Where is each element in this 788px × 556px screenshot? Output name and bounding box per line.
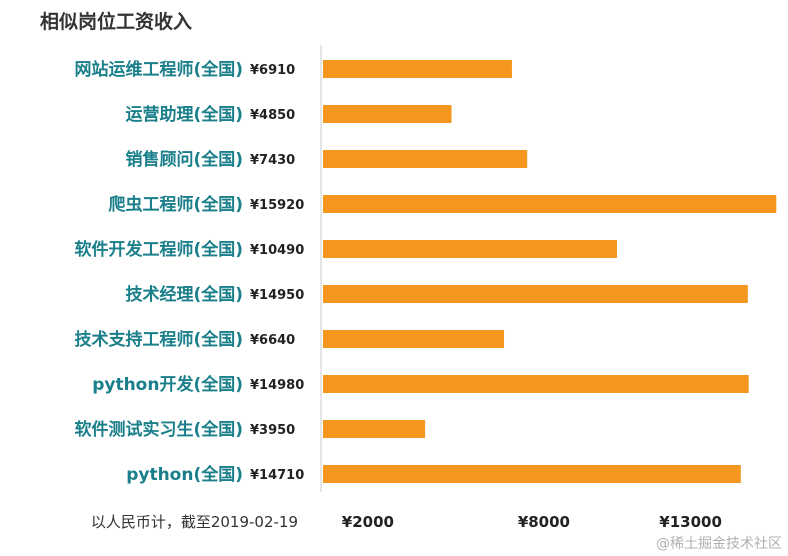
value-label: ¥10490: [250, 243, 304, 258]
bar: [323, 60, 512, 78]
category-label: 销售顾问(全国): [125, 149, 243, 170]
bar: [323, 420, 426, 438]
value-label: ¥7430: [250, 153, 295, 168]
category-label: 网站运维工程师(全国): [74, 59, 243, 80]
watermark: @稀土掘金技术社区: [656, 536, 782, 552]
footnote: 以人民币计，截至2019-02-19: [91, 513, 298, 531]
bar: [323, 465, 741, 483]
bar: [323, 330, 505, 348]
category-label: python(全国): [126, 464, 243, 485]
value-label: ¥6910: [250, 63, 295, 78]
category-label: 运营助理(全国): [125, 104, 243, 125]
category-label: 软件开发工程师(全国): [74, 239, 243, 260]
category-label: python开发(全国): [92, 374, 243, 395]
bar: [323, 240, 617, 258]
bar: [323, 375, 749, 393]
bar: [323, 195, 777, 213]
category-label: 技术经理(全国): [125, 284, 243, 305]
category-label: 技术支持工程师(全国): [74, 329, 243, 350]
bar: [323, 150, 528, 168]
value-label: ¥14980: [250, 378, 304, 393]
value-label: ¥3950: [250, 423, 295, 438]
x-tick-label: ¥8000: [518, 513, 570, 531]
x-tick-label: ¥2000: [342, 513, 394, 531]
value-label: ¥15920: [250, 198, 304, 213]
value-label: ¥6640: [250, 333, 295, 348]
bar: [323, 285, 748, 303]
value-label: ¥4850: [250, 108, 295, 123]
x-tick-label: ¥13000: [659, 513, 722, 531]
bar: [323, 105, 452, 123]
value-label: ¥14950: [250, 288, 304, 303]
chart-title: 相似岗位工资收入: [40, 10, 192, 33]
category-label: 软件测试实习生(全国): [74, 419, 243, 440]
category-label: 爬虫工程师(全国): [108, 194, 243, 215]
value-label: ¥14710: [250, 468, 304, 483]
